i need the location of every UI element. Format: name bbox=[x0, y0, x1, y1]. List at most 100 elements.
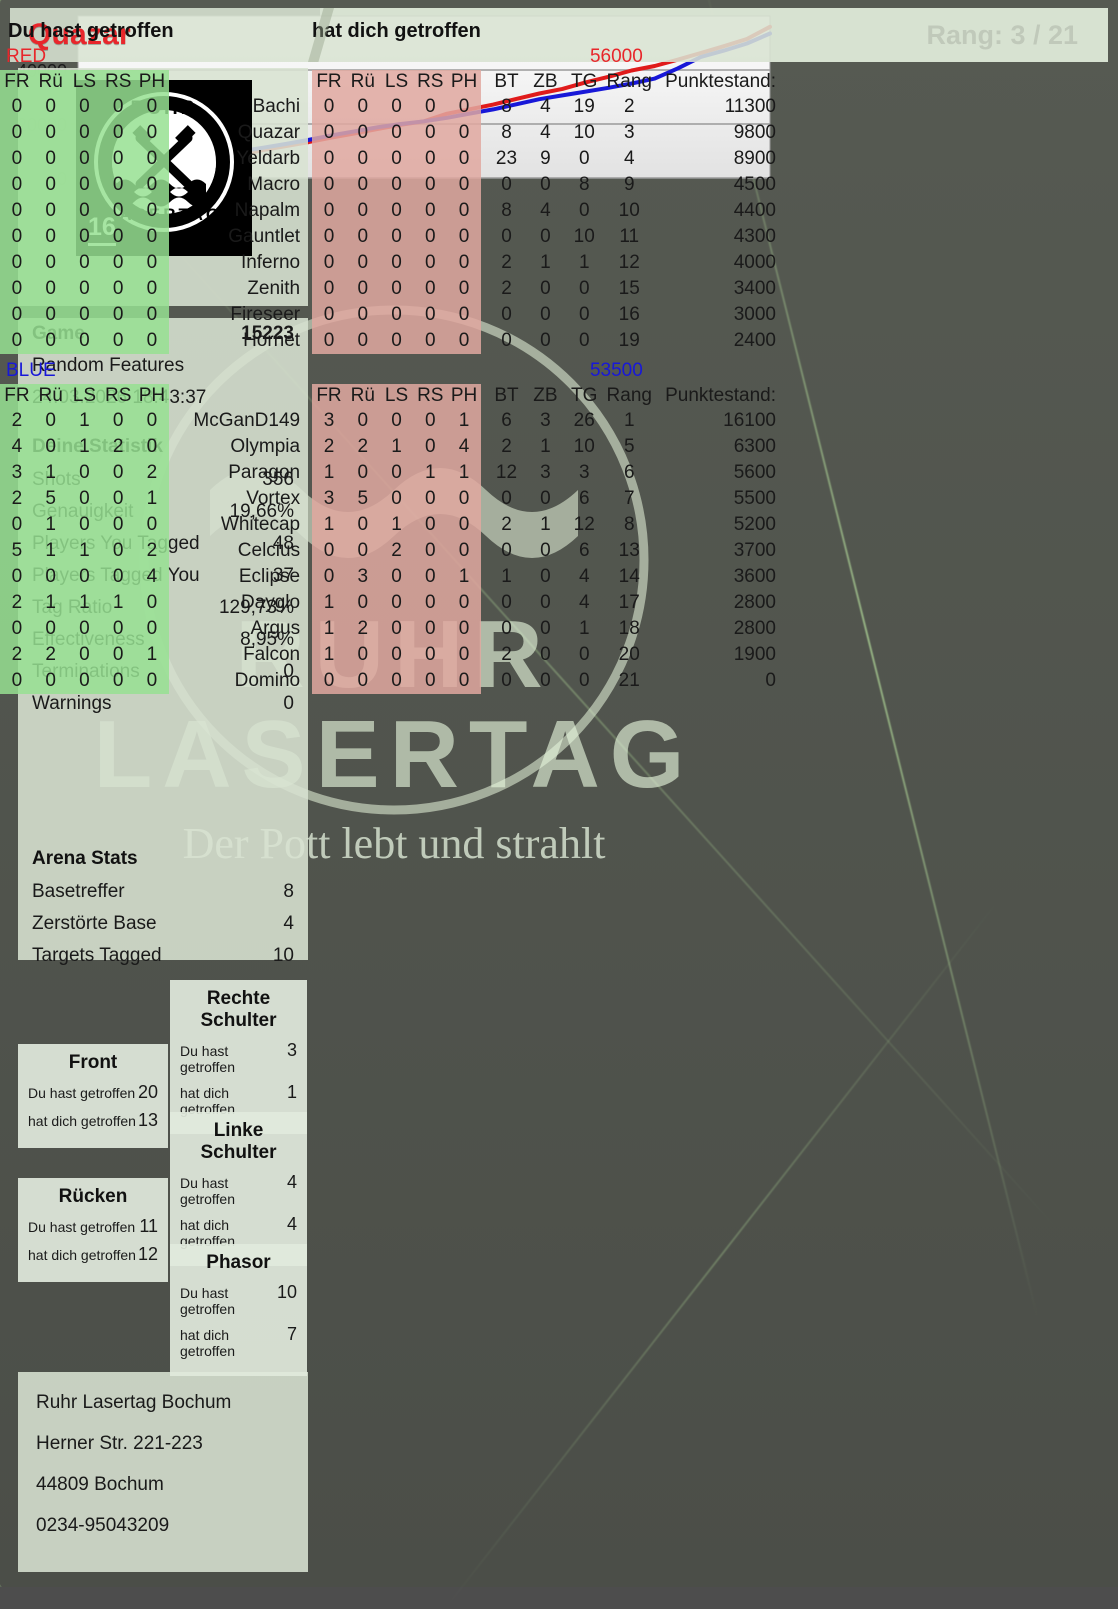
tg-cell: 3 bbox=[578, 462, 590, 483]
hit-card-you-hit-label: Du hast getroffen bbox=[180, 1285, 236, 1317]
you-hit-cell: 0 bbox=[135, 328, 169, 354]
table-row[interactable]: 2 1 1 1 0 Dayglo 1 0 0 0 0 0 0 4 17 2800 bbox=[0, 590, 788, 616]
col-header-RS: RS bbox=[413, 384, 448, 408]
tg-cell: 10 bbox=[573, 122, 595, 143]
table-row[interactable]: 3 1 0 0 2 Paragon 1 0 0 1 1 12 3 3 6 5600 bbox=[0, 460, 788, 486]
hit-you-cell: 0 bbox=[312, 94, 346, 120]
points-cell: 3400 bbox=[733, 278, 776, 299]
rank-cell: 9 bbox=[623, 174, 635, 195]
col-header-Rang: Rang bbox=[606, 385, 652, 406]
rank-cell: 17 bbox=[618, 592, 640, 613]
hit-you-cell: 1 bbox=[312, 616, 346, 642]
hit-card-ruecken: Rücken Du hast getroffen 11 hat dich getr… bbox=[18, 1178, 168, 1282]
table-row[interactable]: 0 0 0 0 0 Hornet 0 0 0 0 0 0 0 0 19 2400 bbox=[0, 328, 788, 354]
hit-you-cell: 0 bbox=[312, 198, 346, 224]
hit-card-rechte-schulter: Rechte Schulter Du hast getroffen 3 hat d… bbox=[170, 980, 307, 1134]
table-row[interactable]: 4 0 1 2 0 Olympia 2 2 1 0 4 2 1 10 5 6300 bbox=[0, 434, 788, 460]
hit-card-hit-you-label: hat dich getroffen bbox=[180, 1327, 236, 1359]
player-name: Whitecap bbox=[220, 514, 301, 535]
hit-you-cell: 0 bbox=[345, 94, 380, 120]
points-cell: 4400 bbox=[733, 200, 776, 221]
tg-cell: 0 bbox=[578, 148, 590, 169]
hit-card-you-hit-value: 10 bbox=[276, 1282, 297, 1302]
team-header-row: BLUE 53500 bbox=[0, 358, 788, 384]
you-hit-cell: 1 bbox=[67, 408, 102, 434]
table-row[interactable]: 0 0 0 0 0 Macro 0 0 0 0 0 0 0 8 9 4500 bbox=[0, 172, 788, 198]
rank-cell: 12 bbox=[618, 252, 640, 273]
hit-you-cell: 0 bbox=[379, 642, 414, 668]
you-hit-cell: 0 bbox=[135, 120, 169, 146]
you-hit-cell: 0 bbox=[101, 146, 136, 172]
you-hit-cell: 0 bbox=[0, 120, 34, 146]
hit-you-cell: 0 bbox=[379, 328, 414, 354]
hit-you-cell: 0 bbox=[447, 172, 481, 198]
col-header-TG: TG bbox=[571, 385, 598, 406]
tg-cell: 6 bbox=[578, 540, 590, 561]
table-row[interactable]: 0 0 0 0 0 Inferno 0 0 0 0 0 2 1 1 12 4000 bbox=[0, 250, 788, 276]
table-row[interactable]: 0 1 0 0 0 Whitecap 1 0 1 0 0 2 1 12 8 5200 bbox=[0, 512, 788, 538]
hit-you-cell: 0 bbox=[379, 250, 414, 276]
hit-you-cell: 3 bbox=[312, 408, 346, 434]
you-hit-cell: 0 bbox=[135, 276, 169, 302]
table-row[interactable]: 0 0 0 0 0 Fireseer 0 0 0 0 0 0 0 0 16 3000 bbox=[0, 302, 788, 328]
rank-cell: 4 bbox=[623, 148, 635, 169]
hit-card-hit-you-label: hat dich getroffen bbox=[28, 1247, 136, 1263]
you-hit-cell: 2 bbox=[135, 460, 169, 486]
rank-cell: 8 bbox=[623, 514, 635, 535]
you-hit-cell: 0 bbox=[101, 302, 136, 328]
rank-cell: 11 bbox=[619, 226, 640, 247]
you-hit-cell: 1 bbox=[67, 590, 102, 616]
table-row[interactable]: 0 0 0 0 0 Zenith 0 0 0 0 0 2 0 0 15 3400 bbox=[0, 276, 788, 302]
you-hit-cell: 2 bbox=[33, 642, 68, 668]
table-row[interactable]: 0 0 0 0 0 Gauntlet 0 0 0 0 0 0 0 10 11 4300 bbox=[0, 224, 788, 250]
table-row[interactable]: 2 2 0 0 1 Falcon 1 0 0 0 0 2 0 0 20 1900 bbox=[0, 642, 788, 668]
you-hit-cell: 0 bbox=[0, 668, 34, 694]
points-cell: 2400 bbox=[733, 330, 776, 351]
table-row[interactable]: 0 0 0 0 0 Argus 1 2 0 0 0 0 0 1 18 2800 bbox=[0, 616, 788, 642]
points-cell: 11300 bbox=[724, 96, 776, 117]
you-hit-cell: 0 bbox=[101, 172, 136, 198]
col-header-ZB: ZB bbox=[533, 385, 558, 406]
you-hit-cell: 0 bbox=[33, 198, 68, 224]
address-phone: 0234-95043209 bbox=[36, 1515, 170, 1536]
zb-cell: 4 bbox=[540, 96, 551, 117]
hit-you-cell: 0 bbox=[379, 616, 414, 642]
you-hit-cell: 0 bbox=[67, 94, 102, 120]
hit-you-cell: 0 bbox=[447, 302, 481, 328]
table-row[interactable]: 2 5 0 0 1 Vortex 3 5 0 0 0 0 0 6 7 5500 bbox=[0, 486, 788, 512]
table-row[interactable]: 2 0 1 0 0 McGanD149 3 0 0 0 1 6 3 26 1 16100 bbox=[0, 408, 788, 434]
zb-cell: 1 bbox=[540, 436, 551, 457]
table-row[interactable]: 0 0 0 0 0 Bachi 0 0 0 0 0 8 4 19 2 11300 bbox=[0, 94, 788, 120]
bt-cell: 0 bbox=[501, 592, 512, 613]
hit-you-cell: 0 bbox=[447, 120, 481, 146]
table-row[interactable]: 0 0 0 0 4 Eclipse 0 3 0 0 1 1 0 4 14 3600 bbox=[0, 564, 788, 590]
stat-value: 10 bbox=[272, 945, 294, 966]
table-row[interactable]: 0 0 0 0 0 Domino 0 0 0 0 0 0 0 0 21 0 bbox=[0, 668, 788, 694]
you-hit-cell: 0 bbox=[33, 616, 68, 642]
tg-cell: 0 bbox=[578, 278, 590, 299]
hit-card-hit-you-value: 7 bbox=[286, 1324, 297, 1344]
table-row[interactable]: 0 0 0 0 0 Quazar 0 0 0 0 0 8 4 10 3 9800 bbox=[0, 120, 788, 146]
zb-cell: 0 bbox=[540, 592, 551, 613]
tg-cell: 1 bbox=[578, 618, 590, 639]
col-header-BT: BT bbox=[494, 71, 519, 92]
hit-card-you-hit: Du hast getroffen 20 bbox=[28, 1082, 158, 1103]
you-hit-cell: 2 bbox=[0, 408, 34, 434]
hit-card-you-hit-label: Du hast getroffen bbox=[180, 1043, 236, 1075]
hit-you-cell: 0 bbox=[413, 642, 448, 668]
table-row[interactable]: 0 0 0 0 0 Yeldarb 0 0 0 0 0 23 9 0 4 8900 bbox=[0, 146, 788, 172]
tg-cell: 4 bbox=[578, 592, 590, 613]
hit-you-cell: 1 bbox=[447, 460, 481, 486]
hit-you-cell: 0 bbox=[447, 250, 481, 276]
hit-you-cell: 0 bbox=[345, 172, 380, 198]
hit-you-cell: 1 bbox=[413, 460, 448, 486]
you-hit-cell: 0 bbox=[67, 642, 102, 668]
rank-cell: 18 bbox=[618, 618, 640, 639]
you-hit-cell: 4 bbox=[0, 434, 34, 460]
table-row[interactable]: 5 1 1 0 2 Celcius 0 0 2 0 0 0 0 6 13 3700 bbox=[0, 538, 788, 564]
hit-you-cell: 2 bbox=[312, 434, 346, 460]
player-name: Vortex bbox=[246, 488, 301, 509]
col-header-points: Punktestand: bbox=[665, 385, 776, 406]
table-row[interactable]: 0 0 0 0 0 Napalm 0 0 0 0 0 8 4 0 10 4400 bbox=[0, 198, 788, 224]
you-hit-cell: 0 bbox=[101, 408, 136, 434]
